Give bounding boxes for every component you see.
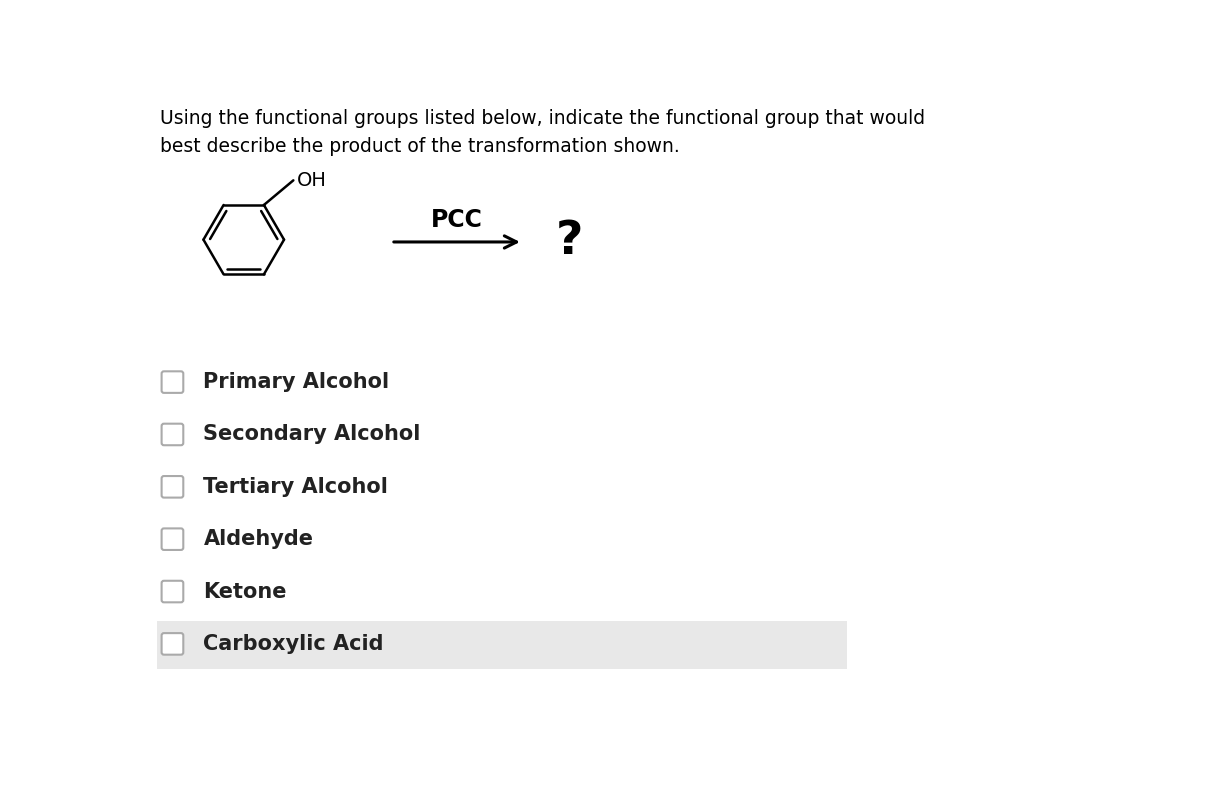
FancyBboxPatch shape: [162, 528, 183, 550]
Text: Ketone: Ketone: [204, 582, 287, 602]
Text: OH: OH: [297, 171, 327, 190]
Text: Using the functional groups listed below, indicate the functional group that wou: Using the functional groups listed below…: [160, 109, 925, 156]
FancyBboxPatch shape: [162, 633, 183, 654]
Text: PCC: PCC: [431, 208, 482, 232]
Text: Carboxylic Acid: Carboxylic Acid: [204, 634, 384, 654]
Text: Secondary Alcohol: Secondary Alcohol: [204, 424, 421, 445]
FancyBboxPatch shape: [162, 371, 183, 393]
FancyBboxPatch shape: [157, 620, 847, 668]
FancyBboxPatch shape: [162, 476, 183, 497]
Text: Aldehyde: Aldehyde: [204, 529, 314, 549]
FancyBboxPatch shape: [162, 581, 183, 603]
Text: Primary Alcohol: Primary Alcohol: [204, 372, 390, 392]
Text: ?: ?: [556, 220, 582, 264]
Text: Tertiary Alcohol: Tertiary Alcohol: [204, 477, 388, 497]
FancyBboxPatch shape: [162, 424, 183, 446]
